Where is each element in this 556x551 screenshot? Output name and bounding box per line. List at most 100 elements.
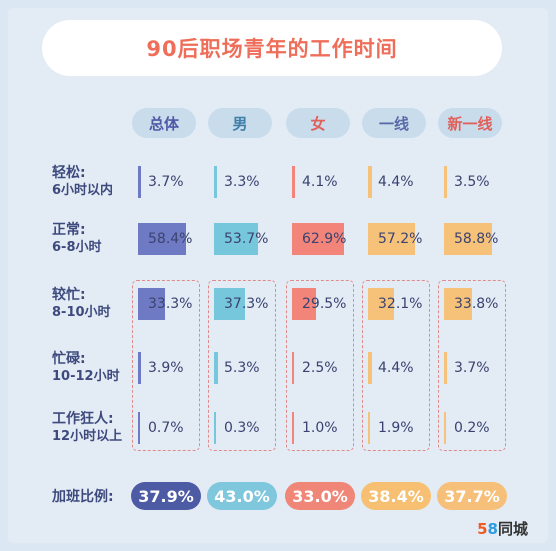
data-bar xyxy=(444,412,446,444)
column-outline-1 xyxy=(208,280,276,451)
data-label: 3.5% xyxy=(454,174,490,190)
data-cell: 3.9% xyxy=(134,348,202,388)
data-label: 3.7% xyxy=(454,360,490,376)
data-label: 4.4% xyxy=(378,174,414,190)
data-bar xyxy=(368,223,415,255)
column-outline-3 xyxy=(362,280,430,451)
data-label: 5.3% xyxy=(224,360,260,376)
row-label-2: 较忙: 8-10小时 xyxy=(52,286,132,322)
data-label: 4.4% xyxy=(378,360,414,376)
data-label: 0.7% xyxy=(148,420,184,436)
data-bar xyxy=(292,412,294,444)
overtime-pill-1: 43.0% xyxy=(207,482,277,510)
column-outline-2 xyxy=(286,280,354,451)
column-outline-4 xyxy=(438,280,506,451)
data-cell: 3.3% xyxy=(210,162,278,202)
data-label: 33.3% xyxy=(148,296,193,312)
row-label-0: 轻松: 6小时以内 xyxy=(52,164,132,200)
data-bar xyxy=(444,288,472,320)
data-cell: 0.7% xyxy=(134,408,202,448)
overtime-pill-3: 38.4% xyxy=(361,482,431,510)
data-cell: 0.2% xyxy=(440,408,508,448)
column-outline-0 xyxy=(132,280,200,451)
data-bar xyxy=(214,166,217,198)
data-bar xyxy=(138,412,140,444)
overtime-pill-4: 37.7% xyxy=(437,482,507,510)
data-label: 53.7% xyxy=(224,231,269,247)
data-bar xyxy=(444,352,448,384)
logo-text: 同城 xyxy=(497,520,528,538)
column-header-4: 新一线 xyxy=(438,108,502,138)
data-bar xyxy=(292,288,317,320)
row-label-sub: 12小时以上 xyxy=(52,429,123,444)
data-cell: 33.8% xyxy=(440,284,508,324)
data-bar xyxy=(138,288,166,320)
column-header-1: 男 xyxy=(208,108,272,138)
data-cell: 29.5% xyxy=(288,284,356,324)
data-cell: 62.9% xyxy=(288,219,356,259)
column-header-3: 一线 xyxy=(362,108,426,138)
row-label-main: 较忙: xyxy=(52,287,86,303)
data-bar xyxy=(368,352,372,384)
data-cell: 58.8% xyxy=(440,219,508,259)
data-label: 1.0% xyxy=(302,420,338,436)
data-cell: 0.3% xyxy=(210,408,278,448)
row-label-4: 工作狂人: 12小时以上 xyxy=(52,410,132,446)
data-cell: 1.0% xyxy=(288,408,356,448)
overtime-label: 加班比例: xyxy=(52,489,114,505)
chart-frame xyxy=(8,8,548,543)
data-bar xyxy=(292,166,296,198)
chart-title: 90后职场青年的工作时间 xyxy=(42,20,502,76)
data-bar xyxy=(292,223,344,255)
data-bar xyxy=(292,352,295,384)
row-label-3: 忙碌: 10-12小时 xyxy=(52,350,132,386)
data-label: 3.9% xyxy=(148,360,184,376)
data-label: 0.3% xyxy=(224,420,260,436)
data-label: 3.3% xyxy=(224,174,260,190)
data-bar xyxy=(214,412,216,444)
row-label-sub: 6-8小时 xyxy=(52,240,102,255)
data-bar xyxy=(214,352,219,384)
data-label: 58.8% xyxy=(454,231,499,247)
data-cell: 5.3% xyxy=(210,348,278,388)
row-label-main: 轻松: xyxy=(52,165,86,181)
data-cell: 4.4% xyxy=(364,348,432,388)
data-label: 0.2% xyxy=(454,420,490,436)
data-cell: 4.1% xyxy=(288,162,356,202)
data-bar xyxy=(444,223,493,255)
row-label-main: 正常: xyxy=(52,222,86,238)
data-bar xyxy=(214,223,259,255)
overtime-pill-0: 37.9% xyxy=(131,482,201,510)
row-label-sub: 10-12小时 xyxy=(52,369,120,384)
data-label: 37.3% xyxy=(224,296,269,312)
row-label-sub: 8-10小时 xyxy=(52,305,111,320)
data-bar xyxy=(368,288,395,320)
data-cell: 53.7% xyxy=(210,219,278,259)
data-bar xyxy=(138,166,142,198)
brand-logo: 58同城 xyxy=(477,518,528,539)
data-label: 3.7% xyxy=(148,174,184,190)
data-bar xyxy=(214,288,245,320)
data-label: 57.2% xyxy=(378,231,423,247)
data-cell: 37.3% xyxy=(210,284,278,324)
data-cell: 3.7% xyxy=(134,162,202,202)
data-label: 29.5% xyxy=(302,296,347,312)
data-bar xyxy=(138,352,142,384)
column-header-0: 总体 xyxy=(132,108,196,138)
logo-digit-5: 5 xyxy=(477,520,488,538)
data-cell: 57.2% xyxy=(364,219,432,259)
data-cell: 3.5% xyxy=(440,162,508,202)
row-label-1: 正常: 6-8小时 xyxy=(52,221,132,257)
data-bar xyxy=(368,412,370,444)
data-cell: 1.9% xyxy=(364,408,432,448)
data-bar xyxy=(138,223,186,255)
row-label-main: 忙碌: xyxy=(52,351,86,367)
data-bar xyxy=(368,166,372,198)
data-label: 4.1% xyxy=(302,174,338,190)
data-label: 32.1% xyxy=(378,296,423,312)
data-bar xyxy=(444,166,447,198)
data-label: 62.9% xyxy=(302,231,347,247)
data-cell: 4.4% xyxy=(364,162,432,202)
data-cell: 58.4% xyxy=(134,219,202,259)
data-label: 1.9% xyxy=(378,420,414,436)
